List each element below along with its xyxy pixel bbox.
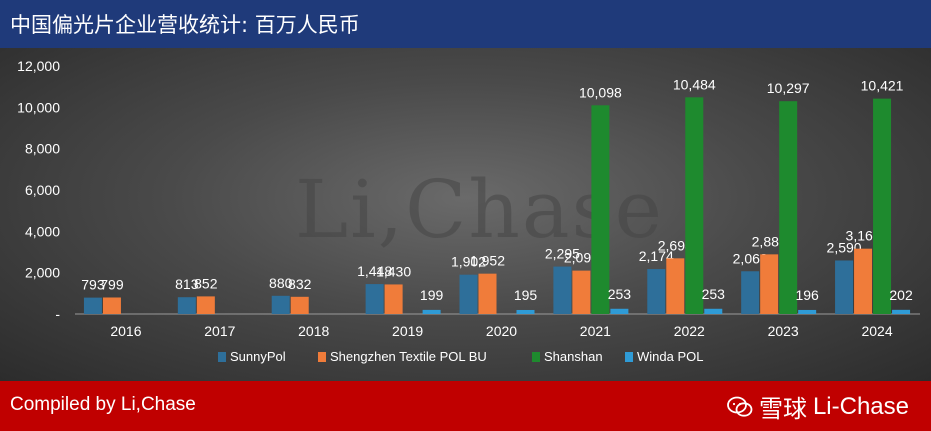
bar-shengzhen-textile-pol-bu	[102, 297, 121, 314]
bar-winda-pol	[422, 309, 441, 314]
footer-banner: Compiled by Li,Chase 雪球 Li-Chase	[0, 381, 931, 431]
y-tick-label: 2,000	[25, 265, 60, 281]
bar-shengzhen-textile-pol-bu	[478, 273, 497, 314]
data-label: 2,099	[564, 250, 599, 266]
bar-sunnypol	[365, 284, 384, 314]
x-tick-label: 2020	[486, 323, 517, 339]
legend-swatch	[625, 352, 633, 362]
chart-title: 中国偏光片企业营收统计: 百万人民币	[10, 13, 360, 37]
data-label: 2,295	[545, 246, 580, 262]
bar-shanshan	[779, 101, 798, 314]
data-label: 832	[288, 276, 312, 292]
y-tick-label: -	[55, 306, 60, 322]
x-tick-label: 2018	[298, 323, 329, 339]
bar-sunnypol	[83, 297, 102, 314]
data-label: 793	[81, 277, 105, 293]
bar-chart: - 2,000 4,000 6,000 8,000 10,000 12,000 2016 793…	[17, 58, 920, 364]
brand-prefix: 雪球	[758, 396, 807, 423]
data-label: 1,902	[451, 254, 486, 270]
bar-shanshan	[591, 105, 610, 314]
data-label: 2,068	[733, 250, 768, 266]
data-label: 2,590	[827, 239, 862, 255]
x-tick-label: 2023	[768, 323, 799, 339]
brand-name: Li-Chase	[812, 392, 909, 420]
data-label: 10,098	[579, 84, 622, 100]
x-tick-label: 2024	[861, 323, 892, 339]
bar-shengzhen-textile-pol-bu	[196, 296, 215, 314]
data-label: 880	[269, 275, 293, 291]
bar-shengzhen-textile-pol-bu	[384, 284, 403, 314]
legend-label: Shanshan	[544, 349, 603, 364]
footer-brand: 雪球 Li-Chase	[727, 389, 909, 424]
data-label: 813	[175, 276, 199, 292]
x-tick-label: 2021	[580, 323, 611, 339]
legend-label: Winda POL	[637, 349, 703, 364]
y-tick-label: 10,000	[17, 99, 60, 115]
bar-shanshan	[873, 98, 892, 315]
bar-winda-pol	[892, 309, 911, 314]
bar-winda-pol	[610, 308, 629, 314]
bar-sunnypol	[459, 274, 478, 314]
bar-sunnypol	[835, 260, 854, 314]
bar-shengzhen-textile-pol-bu	[854, 248, 873, 314]
x-tick-label: 2017	[204, 323, 235, 339]
bar-shengzhen-textile-pol-bu	[666, 258, 685, 314]
data-label: 2,886	[752, 233, 787, 249]
data-label: 1,430	[376, 263, 411, 279]
y-tick-label: 12,000	[17, 58, 60, 74]
bar-shengzhen-textile-pol-bu	[572, 270, 591, 314]
compiled-by-text: Compiled by Li,Chase	[10, 394, 196, 415]
data-label: 799	[100, 276, 124, 292]
legend-swatch	[532, 352, 540, 362]
bar-sunnypol	[271, 295, 290, 314]
bar-shengzhen-textile-pol-bu	[290, 296, 309, 314]
data-label: 852	[194, 275, 218, 291]
data-label: 2,174	[639, 248, 674, 264]
x-tick-label: 2022	[674, 323, 705, 339]
bar-winda-pol	[516, 309, 535, 314]
x-tick-label: 2016	[110, 323, 141, 339]
y-tick-label: 4,000	[25, 223, 60, 239]
data-label: 10,421	[861, 78, 904, 94]
data-label: 10,484	[673, 76, 716, 92]
wechat-icon	[727, 396, 753, 417]
data-label: 202	[889, 287, 913, 303]
bar-winda-pol	[798, 309, 817, 314]
bar-winda-pol	[704, 308, 723, 314]
data-label: 253	[608, 286, 632, 302]
data-label: 2,694	[658, 237, 693, 253]
data-label: 1,448	[357, 263, 392, 279]
data-label: 3,161	[846, 228, 881, 244]
y-tick-label: 8,000	[25, 141, 60, 157]
bar-sunnypol	[741, 271, 760, 314]
data-label: 10,297	[767, 80, 810, 96]
x-tick-label: 2019	[392, 323, 423, 339]
plot-area: Li,Chase -2,000 4,000 6,000 8,000 10,000 12,0…	[0, 48, 931, 381]
legend-swatch	[318, 352, 326, 362]
data-label: 1,952	[470, 253, 505, 269]
legend-label: SunnyPol	[230, 349, 286, 364]
y-tick-label: 6,000	[25, 182, 60, 198]
legend-swatch	[218, 352, 226, 362]
bar-shengzhen-textile-pol-bu	[760, 254, 779, 314]
bar-shanshan	[685, 97, 704, 315]
data-label: 196	[795, 287, 819, 303]
header-banner: 中国偏光片企业营收统计: 百万人民币	[0, 0, 931, 48]
data-label: 253	[702, 286, 726, 302]
legend-label: Shengzhen Textile POL BU	[330, 349, 487, 364]
bar-sunnypol	[647, 269, 666, 314]
bar-sunnypol	[177, 297, 196, 314]
data-label: 195	[514, 287, 538, 303]
data-label: 199	[420, 287, 444, 303]
bar-sunnypol	[553, 266, 572, 314]
